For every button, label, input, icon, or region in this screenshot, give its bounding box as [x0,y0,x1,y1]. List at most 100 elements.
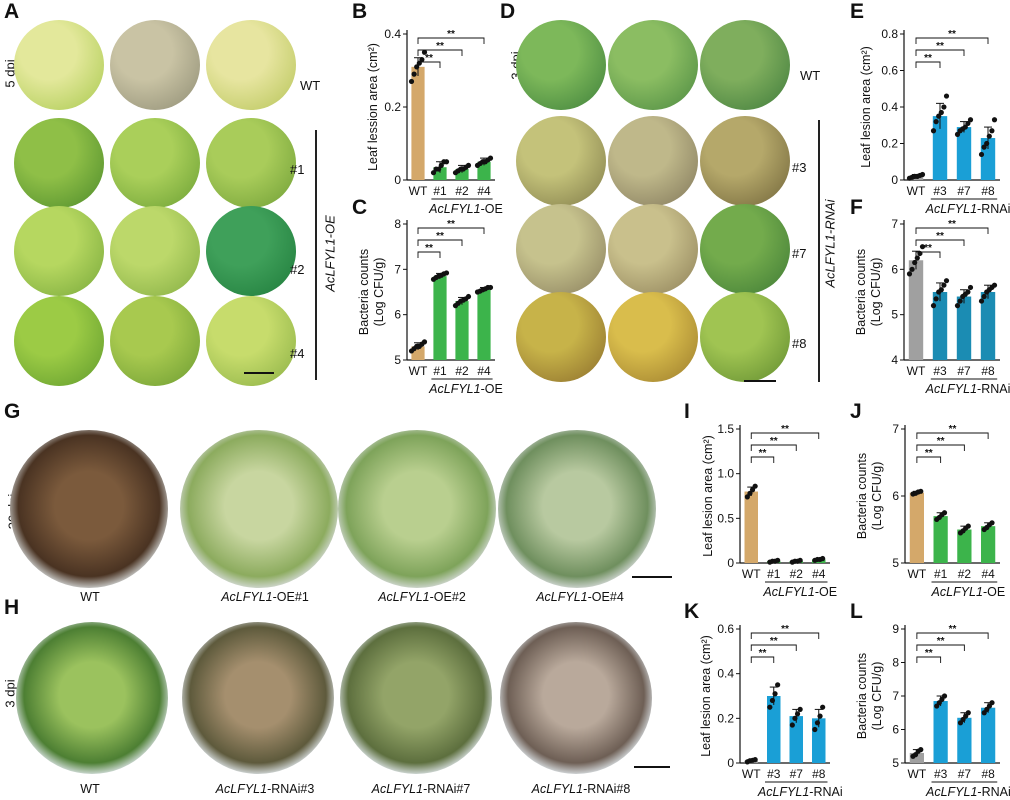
panel-a-leaf-disc-r3-c2 [110,206,200,296]
chart-l-ytick-label-2: 7 [892,689,899,703]
panel-a-row-label-2: #2 [290,262,305,277]
chart-j-point-3-3 [989,520,995,526]
chart-e-ytick-label-2: 0.4 [881,100,898,114]
chart-j-point-2-3 [965,523,971,529]
panel-d-leaf-disc-r3-c1 [516,204,606,294]
chart-e-xtick-label-0: WT [907,184,926,198]
chart-b-point-0-1 [411,71,417,77]
panel-a-leaf-disc-r1-c3 [206,20,296,110]
chart-i-point-0-3 [752,483,758,489]
chart-l-point-1-3 [941,693,948,699]
chart-j-group-label: AcLFYL1-OE [931,585,1006,599]
chart-e-ytick-label-1: 0.2 [881,137,898,151]
chart-k-point-3-1 [814,720,821,726]
chart-e-point-1-3 [938,109,944,116]
chart-i-xtick-label-3: #4 [812,567,826,581]
chart-k-ylabel: Leaf lesion area (cm²) [699,635,713,757]
panel-d-leaf-disc-r2-c2 [608,116,698,206]
chart-i-xtick-label-0: WT [742,567,761,581]
panel-a-row-label-wt: WT [300,78,321,93]
chart-j-sig-label-1: ** [937,436,945,447]
chart-k-point-2-3 [797,706,803,712]
chart-l-point-3-3 [989,700,995,706]
chart-l-ytick-label-4: 9 [892,622,899,636]
chart-k-sig-label-1: ** [770,636,778,647]
chart-j-sig-bracket-2 [916,432,989,439]
chart-k-point-2-2 [794,711,801,717]
chart-b-sig-label-2: ** [447,29,455,40]
chart-b-sig-label-1: ** [436,41,444,52]
chart-b-sig-bracket-0 [417,61,441,68]
chart-f-xtick-label-2: #7 [957,364,971,378]
chart-c-sig-label-0: ** [425,243,433,254]
chart-k-point-2-1 [792,715,798,721]
panel-d-leaf-disc-r1-c2 [608,20,698,110]
chart-b-xtick-label-2: #2 [455,184,469,198]
chart-i-bar-0 [744,491,758,563]
chart-e-point-2-4 [965,120,971,127]
chart-f-group-label: AcLFYL1-RNAi [925,382,1010,396]
chart-i-point-3-3 [820,555,826,562]
chart-b-point-1-2 [436,166,442,172]
chart-e-point-1-2 [936,113,942,119]
chart-f-sig-bracket-2 [915,227,989,234]
chart-e-ytick-label-0: 0 [891,173,898,187]
chart-e-bar-1 [932,116,948,180]
chart-j-bar-1 [933,516,948,563]
panel-a-leaf-disc-r2-c1 [14,118,104,208]
panel-h-caption-wt: WT [80,782,100,796]
chart-j-bar-2 [957,529,972,563]
chart-c-point-0-5 [421,339,428,345]
panel-d-group-label: AcLFYL1-RNAi [822,199,838,288]
chart-f-sig-label-0: ** [924,243,932,254]
chart-f-point-2-0 [954,303,961,309]
chart-b-ytick-label-0: 0 [394,173,401,187]
chart-e-ytick-label-4: 0.8 [881,27,898,41]
chart-e-point-3-5 [991,117,998,123]
chart-c-xtick-label-0: WT [409,364,428,378]
chart-i-point-0-0 [744,494,750,500]
chart-c-ytick-label-0: 5 [394,353,401,367]
panel-d-leaf-disc-r4-c1 [516,292,606,382]
chart-f: 4 5 6 7 Bacteria counts(Log CFU/g) WT #3 #7 #8 Ac… [854,217,1010,396]
chart-b-ytick-label-2: 0.4 [384,27,401,41]
chart-b-sig-bracket-1 [417,49,463,56]
chart-k-point-1-1 [769,697,776,704]
chart-e-point-3-1 [981,144,987,150]
chart-k-xtick-label-2: #7 [790,767,804,781]
chart-k-group-label: AcLFYL1-RNAi [757,785,843,799]
chart-l-bar-3 [981,707,996,763]
chart-k-point-3-3 [820,704,826,710]
chart-b-group-label: AcLFYL1-OE [428,202,503,216]
panel-d-leaf-disc-r1-c1 [516,20,606,110]
chart-i-sig-bracket-1 [750,444,797,451]
chart-e: 0 0.2 0.4 0.6 0.8 Leaf lesion area (cm²) WT #3 #… [859,27,1010,216]
chart-j-xtick-label-1: #1 [934,567,948,581]
chart-f-point-0-5 [919,244,926,250]
chart-i-ytick-label-1: 0.5 [717,511,734,525]
chart-c-xtick-label-3: #4 [477,364,491,378]
chart-k-point-1-0 [767,704,773,710]
chart-i-ytick-label-3: 1.5 [717,422,734,436]
panel-d-row-label-wt: WT [800,68,821,83]
chart-i-sig-label-1: ** [770,436,778,447]
panel-a-leaf-disc-r3-c3 [206,206,296,296]
chart-j-sig-label-0: ** [925,448,933,459]
panel-a-row-label-4: #4 [290,346,305,361]
chart-i-xtick-label-2: #2 [790,567,804,581]
chart-f-point-2-5 [967,284,974,291]
panel-g-dish-2 [180,430,338,588]
chart-e-point-1-1 [933,119,939,125]
chart-f-ytick-label-2: 6 [891,262,898,276]
chart-e-point-3-4 [989,128,995,134]
chart-l-sig-bracket-2 [916,632,989,639]
chart-j-ylabel: Bacteria counts(Log CFU/g) [855,453,884,539]
chart-j-xtick-label-2: #2 [958,567,972,581]
chart-k-ytick-label-2: 0.4 [717,667,734,681]
panel-a-leaf-disc-r2-c2 [110,118,200,208]
chart-e-point-2-0 [954,131,961,137]
chart-c-sig-label-1: ** [436,231,444,242]
chart-i-ytick-label-2: 1.0 [717,467,734,481]
chart-b-point-0-4 [419,56,425,63]
chart-e-ylabel: Leaf lesion area (cm²) [859,46,873,168]
